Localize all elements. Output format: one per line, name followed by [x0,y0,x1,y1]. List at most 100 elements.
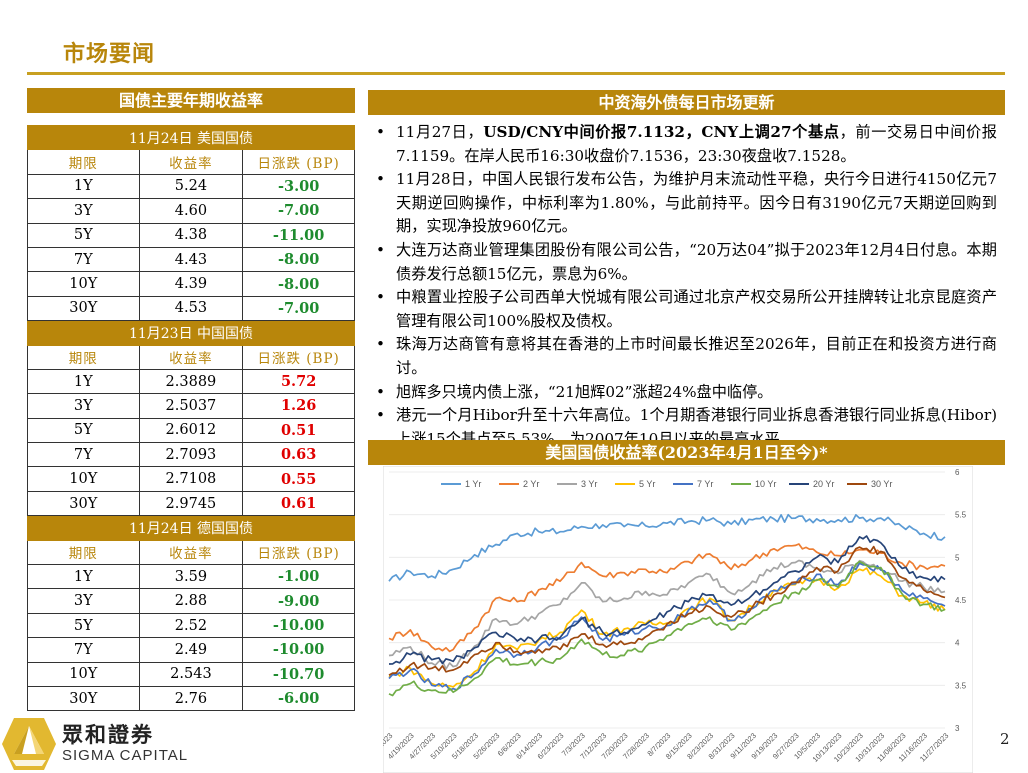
table-row: 30Y 4.53 -7.00 [27,295,355,322]
table-row: 3Y 4.60 -7.00 [27,198,355,224]
cell-yield: 2.9745 [138,490,244,517]
y-tick-label: 6 [955,468,960,477]
cell-term: 5Y [27,417,140,444]
column-header-term: 期限 [27,149,140,175]
cell-change: -10.70 [242,661,355,687]
table-row: 7Y 2.49 -10.00 [27,637,355,663]
series-line [388,535,946,665]
y-tick-label: 3 [955,724,960,733]
series-line [388,560,946,697]
cell-term: 1Y [27,173,140,200]
series-line [388,545,946,676]
series-line [388,513,946,582]
news-text-post: ，前一交易日中间价报7.1159。在岸人民币16:30收盘价7.1536，23:… [396,123,997,165]
cell-change: 1.26 [242,393,355,419]
cell-change: -11.00 [242,222,355,248]
cell-term: 7Y [27,637,140,663]
logo-mark-icon [2,718,56,770]
logo-chinese-name: 眾和證券 [62,723,154,747]
cell-term: 10Y [27,271,140,297]
legend-label: 30 Yr [871,479,892,489]
yield-group-title-cell: 11月23日 中国国债 [27,320,355,346]
cell-yield: 4.39 [138,271,244,297]
table-row: 5Y 2.6012 0.51 [27,417,355,444]
logo-english-name: SIGMA CAPITAL [62,747,189,764]
yield-table: 11月24日 美国国债 期限 收益率 日涨跌 (BP) 1Y 5.24 -3.00 3Y 4.6… [27,124,355,712]
yield-group-title: 11月24日 德国国债 [27,515,355,541]
news-text-pre: 11月28日，中国人民银行发布公告，为维护月末流动性平稳，央行今日进行4150亿… [396,170,997,236]
bullet-icon: • [376,288,385,307]
cell-yield: 2.49 [138,637,244,663]
legend-label: 5 Yr [639,479,655,489]
cell-change: -10.00 [242,637,355,663]
table-row: 5Y 2.52 -10.00 [27,612,355,639]
page-number: 2 [1000,730,1010,748]
y-tick-label: 3.5 [955,681,967,690]
yield-column-headers: 期限 收益率 日涨跌 (BP) [27,344,355,370]
bullet-icon: • [376,406,385,425]
cell-yield: 2.7093 [138,442,244,468]
news-text-pre: 珠海万达商管有意将其在香港的上市时间最长推迟至2026年，目前正在和投资方进行商… [396,335,997,377]
page-title: 市场要闻 [63,41,156,67]
cell-change: 0.61 [242,490,355,517]
cell-term: 1Y [27,564,140,590]
cell-yield: 4.38 [138,222,244,248]
news-text-pre: 旭辉多只境内债上涨，“21旭辉02”涨超24%盘中临停。 [396,382,773,401]
list-item: • 旭辉多只境内债上涨，“21旭辉02”涨超24%盘中临停。 [372,381,997,405]
cell-change: -8.00 [242,271,355,297]
table-row: 3Y 2.88 -9.00 [27,588,355,614]
cell-yield: 2.543 [138,661,244,687]
cell-term: 30Y [27,295,140,322]
y-tick-label: 4.5 [955,596,967,605]
series-line [388,562,946,691]
yield-group-title: 11月24日 美国国债 [27,124,355,151]
cell-yield: 2.5037 [138,393,244,419]
cell-yield: 2.52 [138,612,244,639]
news-section-title: 中资海外债每日市场更新 [368,90,1005,115]
cell-change: -8.00 [242,246,355,273]
legend-label: 10 Yr [755,479,776,489]
chart-section-title: 美国国债收益率(2023年4月1日至今)* [368,440,1005,465]
yield-group-title-cell: 11月24日 美国国债 [27,124,355,151]
bullet-icon: • [376,335,385,354]
yield-group-title-cell: 11月24日 德国国债 [27,515,355,541]
cell-yield: 2.76 [138,685,244,712]
bullet-icon: • [376,382,385,401]
list-item: • 珠海万达商管有意将其在香港的上市时间最长推迟至2026年，目前正在和投资方进行… [372,333,997,380]
title-divider [27,72,1005,75]
column-header-change: 日涨跌 (BP) [242,149,355,175]
cell-change: -1.00 [242,564,355,590]
cell-yield: 2.7108 [138,466,244,492]
column-header-yield: 收益率 [138,539,244,566]
cell-change: 0.55 [242,466,355,492]
legend-label: 2 Yr [523,479,539,489]
bullet-icon: • [376,240,385,259]
cell-yield: 4.60 [138,198,244,224]
cell-term: 3Y [27,393,140,419]
y-tick-label: 4 [955,639,960,648]
column-header-term: 期限 [27,539,140,566]
table-row: 1Y 5.24 -3.00 [27,173,355,200]
cell-yield: 2.3889 [138,368,244,395]
cell-yield: 5.24 [138,173,244,200]
column-header-change: 日涨跌 (BP) [242,344,355,370]
bullet-icon: • [376,123,385,141]
cell-term: 30Y [27,490,140,517]
table-row: 3Y 2.5037 1.26 [27,393,355,419]
cell-term: 5Y [27,612,140,639]
y-tick-label: 5.5 [955,511,967,520]
cell-change: 0.63 [242,442,355,468]
legend-label: 7 Yr [697,479,713,489]
news-text-pre: 11月27日， [396,123,484,141]
list-item: • 11月27日，USD/CNY中间价报7.1132，CNY上调27个基点，前一交… [372,121,997,168]
cell-term: 7Y [27,442,140,468]
cell-term: 3Y [27,198,140,224]
bullet-icon: • [376,170,385,189]
legend-label: 20 Yr [813,479,834,489]
cell-change: -3.00 [242,173,355,200]
news-text-bold: USD/CNY中间价报7.1132，CNY上调27个基点 [483,123,840,141]
cell-change: -9.00 [242,588,355,614]
cell-change: 0.51 [242,417,355,444]
cell-term: 5Y [27,222,140,248]
table-row: 10Y 2.7108 0.55 [27,466,355,492]
